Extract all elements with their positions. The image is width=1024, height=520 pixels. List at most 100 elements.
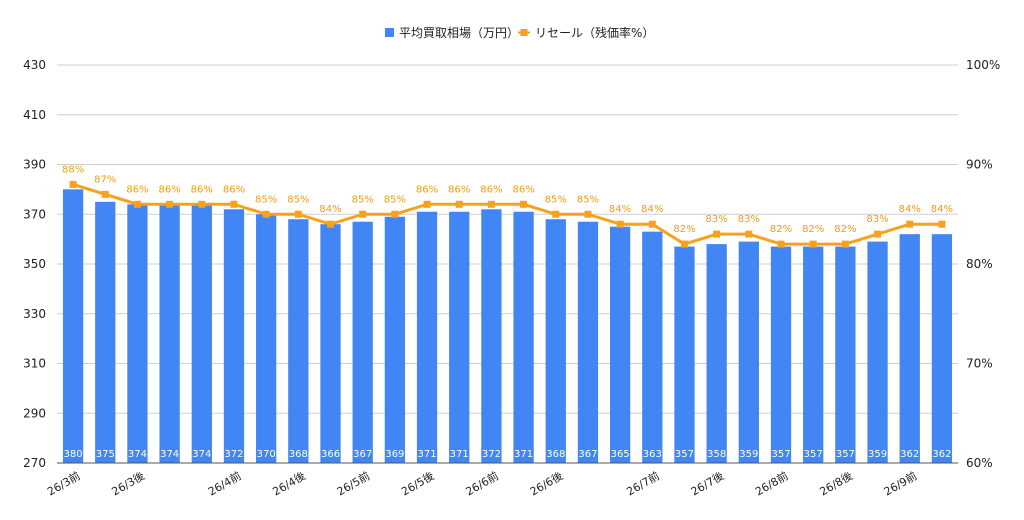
- bar-value-label: 374: [160, 449, 179, 460]
- line-point: [616, 220, 624, 228]
- x-tick-label: 26/3後: [109, 468, 147, 498]
- left-tick-label: 350: [23, 257, 46, 271]
- left-tick-label: 330: [23, 307, 46, 321]
- x-tick-label: 26/3前: [45, 468, 83, 498]
- left-tick-label: 310: [23, 357, 46, 371]
- right-tick-label: 80%: [966, 257, 993, 271]
- line-value-label: 84%: [609, 204, 631, 215]
- line-point: [101, 190, 109, 198]
- bar-value-label: 372: [224, 449, 243, 460]
- bar: [159, 204, 180, 464]
- line-point: [262, 210, 270, 218]
- bar: [352, 221, 373, 463]
- line-point: [874, 230, 882, 238]
- line-point: [166, 200, 174, 208]
- bar: [931, 234, 953, 463]
- line-series: 88% 87% 86% 86% 86% 86% 85% 85% 84% 85% 85% 86% 86% 8…: [62, 164, 953, 248]
- bar: [577, 221, 599, 463]
- line-point: [198, 200, 206, 208]
- legend-line-marker: [520, 29, 528, 36]
- x-tick-label: 26/6後: [527, 468, 565, 498]
- bar: [481, 209, 502, 463]
- bar: [384, 216, 406, 463]
- line-point: [648, 220, 656, 228]
- bar-series: [62, 189, 953, 464]
- x-tick-label: 26/5前: [334, 468, 372, 498]
- bar-value-label: 371: [418, 449, 437, 460]
- bar: [674, 246, 695, 463]
- line-point: [327, 220, 335, 228]
- x-tick-label: 26/4後: [270, 468, 308, 498]
- bar-value-label: 367: [353, 449, 372, 460]
- bar: [95, 201, 116, 463]
- x-tick-label: 26/9前: [881, 468, 919, 498]
- line-value-label: 84%: [641, 204, 663, 215]
- line-value-label: 83%: [706, 214, 728, 225]
- bar-value-label: 374: [128, 449, 147, 460]
- line-point: [455, 200, 463, 208]
- bar-value-label: 357: [836, 449, 855, 460]
- right-tick-label: 100%: [966, 58, 1000, 72]
- line-point: [809, 240, 817, 248]
- line-point: [423, 200, 431, 208]
- x-tick-label: 26/5後: [399, 468, 437, 498]
- bar-value-label: 371: [450, 449, 469, 460]
- bar-value-label: 370: [257, 449, 276, 460]
- bar: [513, 211, 534, 463]
- resale-line: [72, 182, 942, 246]
- line-point: [230, 200, 238, 208]
- line-value-label: 86%: [159, 184, 181, 195]
- line-value-label: 82%: [834, 224, 856, 235]
- line-point: [745, 230, 753, 238]
- bar-value-label: 358: [707, 449, 726, 460]
- line-value-label: 86%: [223, 184, 245, 195]
- bar: [223, 209, 245, 463]
- line-point: [133, 200, 141, 208]
- bar-value-label: 363: [643, 449, 662, 460]
- line-value-label: 86%: [416, 184, 438, 195]
- line-value-label: 85%: [384, 194, 406, 205]
- left-y-axis: 270 290 310 330 350 370 390 410 430: [23, 58, 46, 470]
- line-point: [520, 200, 528, 208]
- line-point: [906, 220, 914, 228]
- line-value-label: 85%: [255, 194, 277, 205]
- right-tick-label: 70%: [966, 357, 993, 371]
- bar: [320, 224, 341, 463]
- bar: [191, 204, 212, 464]
- bar-value-label: 369: [385, 449, 404, 460]
- line-point: [552, 210, 560, 218]
- bar: [803, 246, 824, 463]
- bar: [416, 211, 438, 463]
- bar-value-label: 367: [578, 449, 597, 460]
- bar: [545, 219, 566, 463]
- bar-value-label: 359: [868, 449, 887, 460]
- line-point: [938, 220, 946, 228]
- line-point: [713, 230, 721, 238]
- line-value-label: 83%: [866, 214, 888, 225]
- bar: [899, 234, 920, 463]
- bar: [256, 214, 277, 463]
- bar-value-label: 357: [771, 449, 790, 460]
- bar: [127, 204, 148, 464]
- line-value-label: 82%: [770, 224, 792, 235]
- bar-value-label: 374: [192, 449, 211, 460]
- x-tick-label: 26/7後: [688, 468, 726, 498]
- right-tick-label: 90%: [966, 158, 993, 172]
- bar-value-label: 375: [96, 449, 115, 460]
- line-value-label: 84%: [899, 204, 921, 215]
- bar-value-label: 359: [739, 449, 758, 460]
- line-value-label: 86%: [480, 184, 502, 195]
- line-point: [391, 210, 399, 218]
- line-value-label: 88%: [62, 164, 84, 175]
- x-tick-label: 26/8後: [817, 468, 855, 498]
- legend-bar-label: 平均買取相場（万円）: [399, 26, 519, 40]
- line-point: [294, 210, 302, 218]
- bar-value-labels: 380 375 374 374 374 372 370 368 366 367 369 371 371 3…: [64, 449, 952, 460]
- bar-value-label: 357: [804, 449, 823, 460]
- bar-value-label: 362: [932, 449, 951, 460]
- bar: [738, 241, 759, 463]
- left-tick-label: 290: [23, 406, 46, 420]
- bar: [642, 231, 663, 463]
- line-point: [841, 240, 849, 248]
